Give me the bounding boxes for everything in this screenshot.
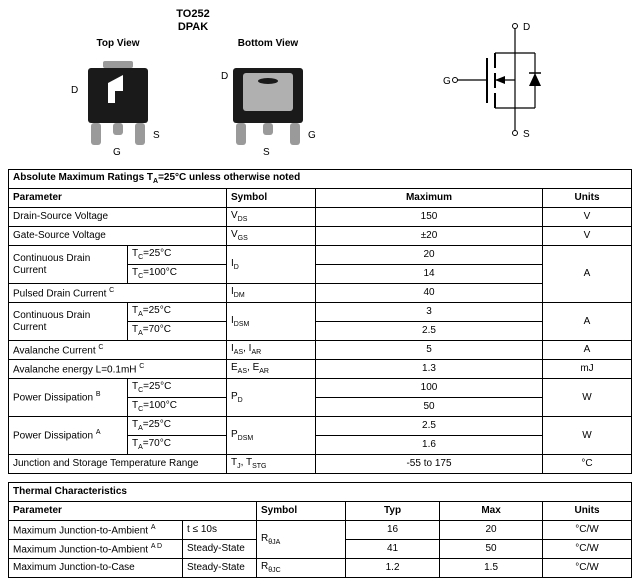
ratings-header-row: Parameter Symbol Maximum Units [9,189,632,208]
ratings-title: Absolute Maximum Ratings TA=25°C unless … [9,170,632,189]
svg-text:D: D [523,22,530,33]
header-section: TO252 DPAK Top View D S G [8,8,632,163]
hdr-max: Maximum [316,189,543,208]
pin-d-label: D [71,85,78,96]
top-view-label: Top View [53,38,183,49]
top-view-drawing: D S G [53,53,183,163]
th-max: Max [440,502,543,521]
hdr-param: Parameter [9,189,227,208]
hdr-units: Units [543,189,632,208]
cell-param: Drain-Source Voltage [9,208,227,227]
table-row: Gate-Source Voltage VGS ±20 V [9,227,632,246]
table-row: Drain-Source Voltage VDS 150 V [9,208,632,227]
mosfet-schematic: D G S [378,18,632,151]
svg-text:G: G [443,76,451,87]
table-row: Continuous Drain Current TC=25°C ID 20 A [9,246,632,265]
thermal-table: Thermal Characteristics Parameter Symbol… [8,482,632,578]
package-title: TO252 DPAK [8,8,378,34]
pin-s-label-b: S [263,147,270,158]
th-symbol: Symbol [257,502,346,521]
ratings-title-row: Absolute Maximum Ratings TA=25°C unless … [9,170,632,189]
table-row: Avalanche energy L=0.1mH C EAS, EAR 1.3 … [9,360,632,379]
table-row: Avalanche Current C IAS, IAR 5 A [9,341,632,360]
pkg-title-2: DPAK [178,21,208,33]
table-row: Power Dissipation A TA=25°C PDSM 2.5 W [9,417,632,436]
th-typ: Typ [346,502,440,521]
bottom-view-drawing: D G S [203,53,333,163]
thermal-title: Thermal Characteristics [9,483,632,502]
pin-g-label-b: G [308,130,316,141]
cell-max: 150 [316,208,543,227]
ratings-table: Absolute Maximum Ratings TA=25°C unless … [8,169,632,474]
table-row: Junction and Storage Temperature Range T… [9,455,632,474]
svg-text:S: S [523,129,530,140]
pin-d-label-b: D [221,71,228,82]
pkg-title-1: TO252 [176,8,209,20]
th-units: Units [543,502,632,521]
bottom-view-block: Bottom View D G S [203,38,333,163]
thermal-header-row: Parameter Symbol Typ Max Units [9,502,632,521]
th-param: Parameter [9,502,257,521]
table-row: Continuous Drain Current TA=25°C IDSM 3 … [9,303,632,322]
cell-symbol: VDS [227,208,316,227]
cell-units: V [543,208,632,227]
thermal-title-row: Thermal Characteristics [9,483,632,502]
package-drawings: TO252 DPAK Top View D S G [8,8,378,163]
pin-g-label: G [113,147,121,158]
table-row: Maximum Junction-to-Case Steady-State Rθ… [9,559,632,578]
top-view-block: Top View D S G [53,38,183,163]
pin-s-label: S [153,130,160,141]
schematic-svg: D G S [415,18,595,148]
bottom-view-label: Bottom View [203,38,333,49]
table-row: Pulsed Drain Current C IDM 40 [9,284,632,303]
table-row: Maximum Junction-to-Ambient A t ≤ 10s Rθ… [9,521,632,540]
hdr-symbol: Symbol [227,189,316,208]
table-row: Power Dissipation B TC=25°C PD 100 W [9,379,632,398]
